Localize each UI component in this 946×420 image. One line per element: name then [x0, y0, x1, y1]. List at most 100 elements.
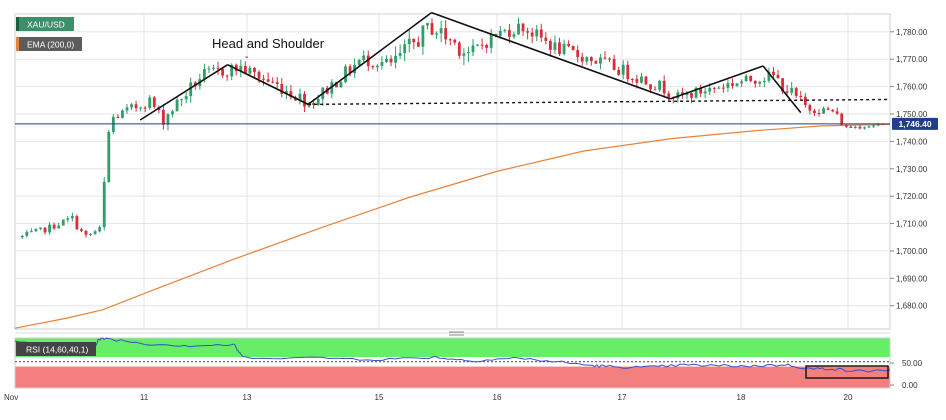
candle-body: [234, 64, 238, 72]
candle-bearish: [84, 229, 88, 238]
candle-body: [662, 80, 666, 94]
candle-body: [348, 66, 352, 74]
candle-bearish: [803, 93, 807, 108]
candle-bullish: [57, 222, 61, 229]
candle-bearish: [116, 114, 120, 119]
candle-body: [558, 42, 561, 55]
rsi-tag[interactable]: RSI (14,60,40,1): [16, 342, 96, 356]
price-tick-label: 1,720.00: [896, 192, 928, 201]
candle-body: [794, 88, 798, 96]
time-tick-label: 20: [844, 393, 853, 402]
candle-bearish: [371, 65, 375, 70]
candle-body: [375, 65, 379, 68]
candle-body: [189, 82, 193, 97]
pattern-trendline: [670, 65, 764, 100]
candle-body: [535, 29, 539, 37]
candle-bearish: [567, 40, 571, 48]
candle-body: [690, 93, 693, 98]
candle-bearish: [844, 123, 848, 129]
candle-bearish: [280, 77, 284, 98]
candle-body: [612, 58, 616, 70]
candle-body: [721, 87, 725, 89]
candle-body: [731, 83, 734, 86]
candle-body: [148, 97, 152, 108]
candle-bearish: [75, 214, 79, 230]
candle-body: [275, 82, 279, 85]
ema-tag[interactable]: EMA (200,0): [16, 37, 82, 51]
candle-bearish: [721, 83, 725, 93]
candle-bearish: [594, 60, 598, 65]
candle-bullish: [89, 233, 92, 237]
candle-bullish: [863, 126, 866, 130]
candle-body: [539, 29, 543, 38]
candle-body: [817, 113, 821, 115]
time-axis: Nov 11 13 15 16 17 18 20: [4, 393, 853, 402]
candle-bullish: [726, 79, 730, 93]
candle-bullish: [467, 46, 470, 62]
candle-bullish: [330, 79, 334, 99]
candle-body: [644, 76, 648, 85]
candle-body: [667, 93, 671, 98]
candle-bearish: [530, 27, 534, 44]
candle-body: [426, 23, 429, 26]
candle-bullish: [25, 229, 29, 238]
candle-body: [735, 83, 739, 86]
rsi-line-layer: [14, 337, 891, 373]
candle-body: [80, 229, 83, 231]
main-grid: [15, 14, 890, 329]
candle-bullish: [767, 67, 771, 83]
pattern-annotation-tick: -: [245, 52, 248, 63]
candle-bearish: [576, 45, 580, 63]
candle-bullish: [476, 44, 479, 47]
candle-bullish: [98, 225, 102, 233]
candle-body: [594, 61, 598, 64]
candle-body: [630, 78, 634, 80]
price-tick-label: 1,760.00: [896, 83, 928, 92]
ema-tag-marker: [16, 37, 19, 51]
candle-body: [462, 53, 466, 56]
candle-body: [653, 89, 657, 91]
candle-body: [266, 79, 270, 82]
candle-bullish: [398, 44, 402, 59]
candle-body: [344, 66, 347, 83]
candle-bullish: [703, 87, 707, 99]
candle-bullish: [380, 56, 384, 70]
candle-body: [20, 235, 24, 238]
candle-bullish: [61, 219, 65, 226]
candle-body: [521, 23, 525, 32]
candle-body: [66, 218, 70, 220]
candle-bullish: [740, 79, 744, 88]
symbol-tag[interactable]: XAU/USD: [16, 17, 74, 31]
candle-body: [29, 231, 33, 233]
candle-bullish: [298, 88, 302, 105]
candle-body: [152, 97, 156, 107]
candle-bearish: [266, 72, 270, 83]
candle-bearish: [849, 125, 853, 129]
candle-bearish: [626, 60, 630, 83]
candle-bullish: [121, 109, 124, 119]
candle-body: [453, 39, 457, 43]
candle-bullish: [435, 31, 438, 39]
candle-bearish: [794, 86, 798, 99]
candle-bullish: [107, 129, 111, 183]
candle-body: [116, 116, 120, 118]
candle-body: [744, 75, 748, 82]
candle-body: [512, 34, 516, 37]
candle-bullish: [512, 31, 516, 40]
candle-body: [494, 34, 498, 36]
candle-body: [25, 231, 29, 236]
candle-bullish: [20, 234, 24, 240]
candle-body: [207, 68, 211, 70]
candle-bullish: [758, 80, 762, 88]
candle-bearish: [152, 95, 156, 109]
candle-body: [398, 52, 402, 56]
candle-body: [617, 69, 621, 75]
rsi-pane: 50.00 0.00 RSI (14,60,40,1): [14, 337, 923, 390]
rsi-overbought-zone: [15, 338, 890, 358]
candle-body: [330, 82, 334, 94]
candle-body: [439, 28, 443, 34]
candle-body: [726, 83, 730, 88]
candle-body: [421, 25, 425, 47]
pane-resize-handle[interactable]: [449, 331, 464, 336]
candle-bullish: [148, 94, 152, 110]
